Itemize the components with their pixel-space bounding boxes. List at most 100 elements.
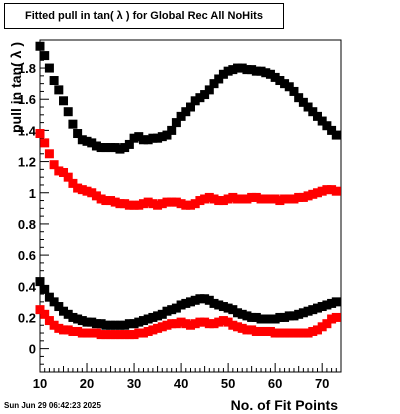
data-point	[247, 192, 257, 202]
data-point	[54, 323, 64, 333]
data-point	[327, 185, 337, 195]
data-point	[233, 308, 243, 318]
data-point	[148, 325, 158, 335]
data-point	[265, 69, 275, 79]
data-point	[124, 200, 134, 210]
data-point	[275, 196, 285, 206]
data-point	[91, 319, 101, 329]
data-point	[171, 118, 181, 128]
data-point	[106, 320, 116, 330]
data-point	[275, 76, 285, 86]
data-point	[322, 319, 332, 329]
data-point	[176, 199, 186, 209]
data-point	[40, 51, 50, 61]
data-point	[223, 66, 233, 76]
data-point	[124, 139, 134, 149]
data-point	[331, 312, 341, 322]
data-point	[214, 300, 224, 310]
data-point	[289, 86, 299, 96]
x-axis-label: No. of Fit Points	[231, 397, 339, 413]
series-3	[35, 277, 341, 330]
data-point	[167, 125, 177, 135]
data-point	[303, 102, 313, 112]
data-point	[73, 129, 83, 139]
data-point	[82, 317, 92, 327]
data-point	[110, 197, 120, 207]
data-point	[186, 297, 195, 307]
data-point	[237, 323, 247, 333]
data-point	[298, 192, 308, 202]
timestamp: Sun Jun 29 06:42:23 2025	[4, 401, 101, 410]
data-point	[77, 185, 87, 195]
data-point	[153, 323, 163, 333]
data-point	[54, 302, 64, 312]
data-point	[44, 316, 54, 326]
data-point	[143, 135, 153, 145]
data-point	[223, 194, 233, 204]
data-point	[190, 319, 200, 329]
data-point	[209, 79, 219, 89]
data-point	[289, 311, 299, 321]
data-point	[275, 312, 285, 322]
data-point	[261, 314, 271, 324]
data-point	[317, 322, 327, 332]
y-tick-label: 1.2	[18, 155, 36, 170]
data-point	[251, 326, 261, 336]
data-point	[327, 314, 337, 324]
data-point	[157, 322, 167, 332]
data-point	[284, 82, 294, 92]
data-point	[312, 325, 322, 335]
data-point	[218, 196, 228, 206]
data-point	[256, 326, 266, 336]
data-point	[176, 317, 186, 327]
data-point	[73, 326, 83, 336]
data-point	[138, 316, 148, 326]
data-point	[63, 172, 73, 182]
data-point	[162, 197, 172, 207]
series-1	[35, 41, 341, 154]
data-point	[270, 328, 280, 338]
data-point	[59, 167, 69, 177]
data-point	[120, 330, 130, 340]
data-point	[35, 129, 45, 139]
y-tick-label: 0.4	[18, 279, 37, 294]
data-point	[143, 314, 153, 324]
data-point	[40, 309, 50, 319]
data-point	[303, 191, 313, 201]
data-point	[138, 328, 148, 338]
data-point	[294, 93, 304, 103]
data-point	[181, 200, 191, 210]
data-point	[218, 302, 228, 312]
data-point	[101, 143, 111, 153]
y-axis-label: pull in tan( λ )	[8, 42, 24, 133]
data-point	[308, 326, 318, 336]
data-point	[242, 194, 252, 204]
data-point	[49, 297, 59, 307]
data-point	[120, 199, 130, 209]
data-point	[261, 194, 271, 204]
data-point	[251, 192, 261, 202]
x-tick-label: 60	[268, 376, 282, 391]
data-point	[289, 328, 299, 338]
data-point	[157, 132, 167, 142]
data-point	[157, 199, 167, 209]
data-point	[101, 196, 111, 206]
data-point	[91, 328, 101, 338]
data-point	[77, 135, 87, 145]
data-point	[265, 194, 275, 204]
data-point	[63, 107, 73, 117]
data-point	[200, 194, 210, 204]
data-point	[265, 314, 275, 324]
data-point	[209, 319, 219, 329]
data-point	[270, 314, 280, 324]
x-tick-label: 10	[33, 376, 47, 391]
data-point	[167, 197, 177, 207]
data-point	[134, 132, 144, 142]
data-point	[148, 312, 158, 322]
series-4	[35, 305, 341, 340]
data-point	[294, 328, 304, 338]
y-tick-label: 0.2	[18, 310, 36, 325]
data-point	[331, 186, 341, 196]
data-point	[327, 298, 337, 308]
